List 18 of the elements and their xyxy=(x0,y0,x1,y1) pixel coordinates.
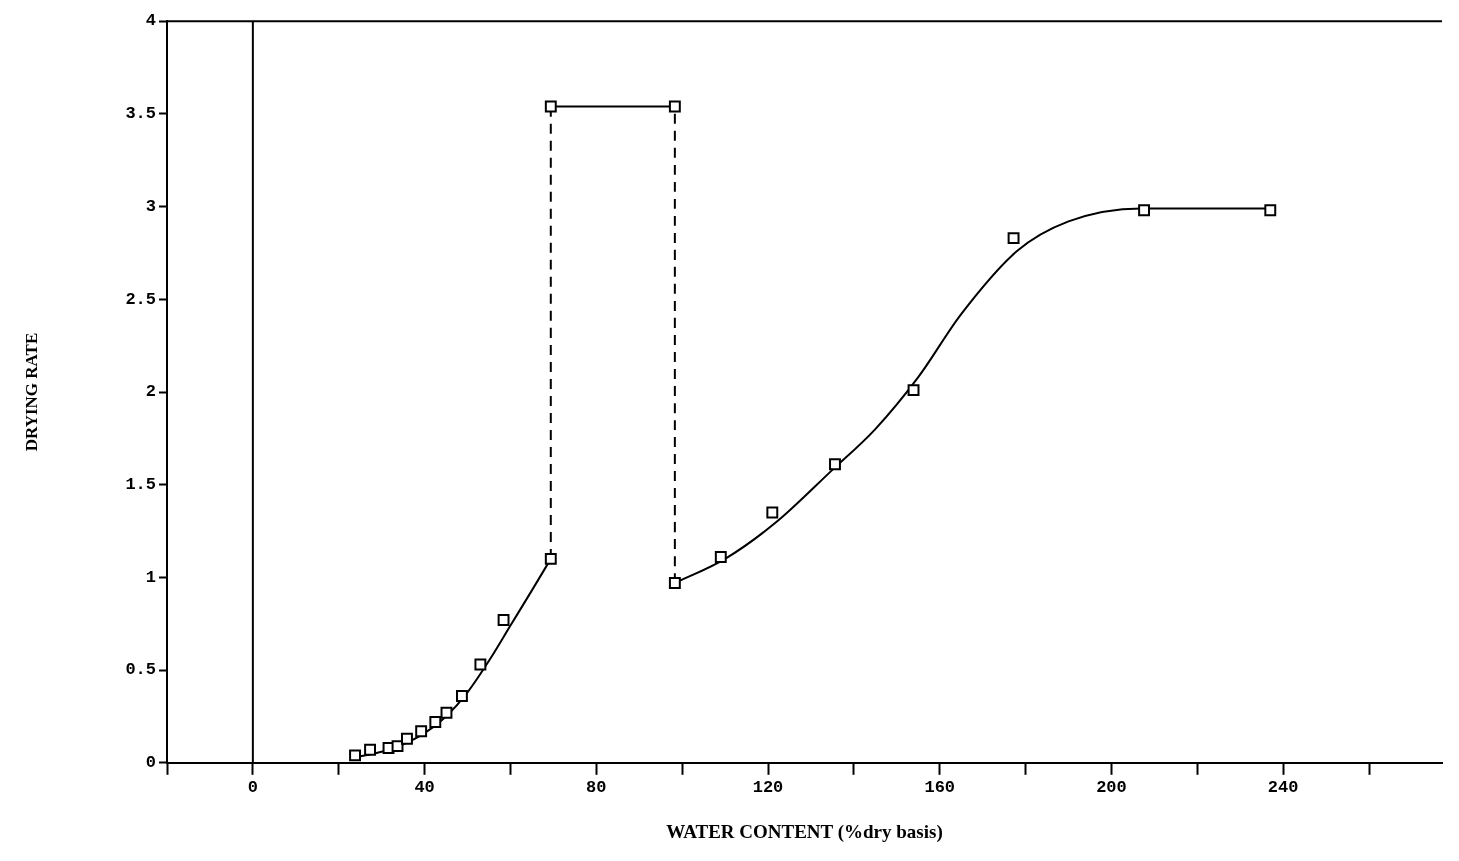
y-tick-label: 0 xyxy=(145,753,156,773)
y-tick-label: 2 xyxy=(145,382,156,402)
x-tick-label: 120 xyxy=(752,778,784,798)
y-tick-label: 2.5 xyxy=(125,289,156,309)
x-axis-title: WATER CONTENT (%dry basis) xyxy=(666,820,943,843)
x-tick-label: 200 xyxy=(1096,778,1127,798)
x-tick-label: 240 xyxy=(1267,778,1299,798)
x-tick-label: 160 xyxy=(924,778,956,798)
y-tick-label: 3.5 xyxy=(125,104,156,124)
x-tick-label: 40 xyxy=(414,778,435,798)
x-tick-label: 80 xyxy=(586,778,607,798)
x-tick-label: 0 xyxy=(247,778,258,798)
y-axis-title: DRYING RATE xyxy=(21,332,41,452)
y-tick-label: 0.5 xyxy=(125,660,156,680)
y-tick-label: 1 xyxy=(145,567,156,587)
y-tick-label: 1.5 xyxy=(125,474,156,494)
y-tick-label: 3 xyxy=(145,196,156,216)
y-tick-label: 4 xyxy=(145,11,156,31)
